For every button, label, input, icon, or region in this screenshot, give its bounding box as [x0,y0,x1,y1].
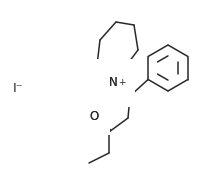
Text: O: O [89,110,99,123]
Text: I⁻: I⁻ [13,82,23,95]
Text: O: O [89,110,99,123]
Text: N: N [109,76,117,89]
Text: N: N [109,76,117,89]
Text: +: + [118,78,125,87]
